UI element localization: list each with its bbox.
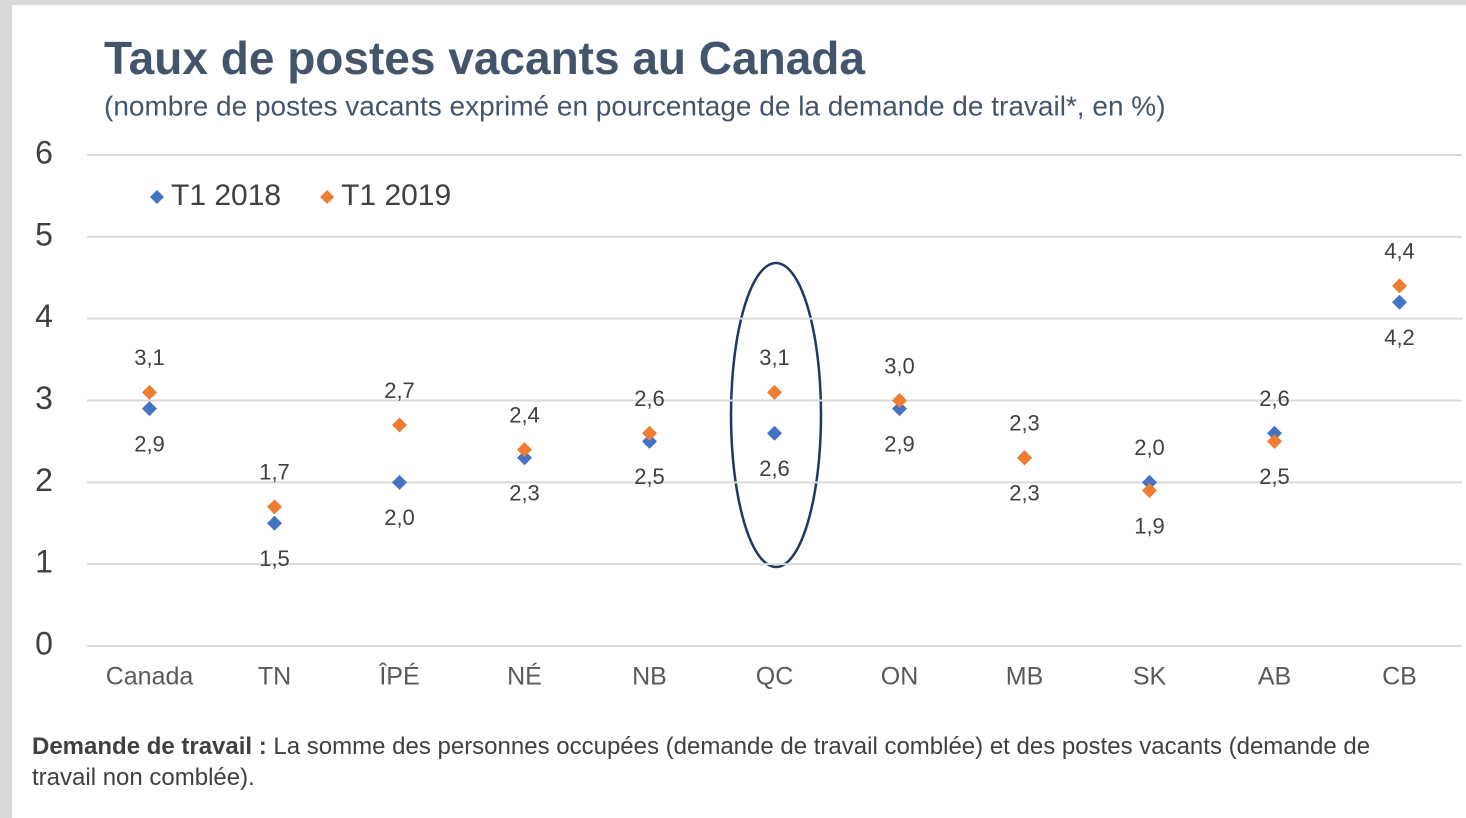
data-point xyxy=(517,442,532,458)
footnote: Demande de travail : La somme des person… xyxy=(32,731,1392,793)
y-tick-label: 0 xyxy=(35,625,53,661)
chart-title: Taux de postes vacants au Canada xyxy=(104,32,865,84)
x-tick-label: TN xyxy=(258,663,291,691)
data-point xyxy=(892,393,907,408)
data-label: 2,7 xyxy=(384,378,415,403)
chart-subtitle: (nombre de postes vacants exprimé en pou… xyxy=(104,90,1166,121)
data-label: 1,9 xyxy=(1134,513,1165,538)
y-tick-label: 2 xyxy=(35,462,53,498)
legend-label: T1 2018 xyxy=(171,179,281,212)
data-point xyxy=(1142,474,1157,490)
data-label: 2,9 xyxy=(134,431,165,456)
data-point xyxy=(642,425,657,441)
y-tick-label: 4 xyxy=(35,298,53,334)
data-point xyxy=(892,401,907,417)
data-label: 4,2 xyxy=(1384,325,1415,350)
data-point xyxy=(517,450,532,466)
data-point xyxy=(392,474,407,490)
data-label: 2,9 xyxy=(884,431,915,456)
data-point xyxy=(142,384,157,400)
data-point xyxy=(392,417,407,433)
data-label: 2,3 xyxy=(509,481,540,506)
legend-marker xyxy=(150,190,164,204)
data-point xyxy=(142,401,157,417)
data-point xyxy=(267,499,282,515)
data-label: 2,5 xyxy=(634,464,665,489)
data-point xyxy=(1017,450,1032,466)
data-point xyxy=(767,384,782,400)
data-label: 2,6 xyxy=(634,386,665,411)
data-label: 3,1 xyxy=(759,345,790,370)
data-point xyxy=(1392,294,1407,310)
legend-marker xyxy=(320,190,335,204)
data-label: 2,5 xyxy=(1259,464,1290,489)
footnote-term: Demande de travail : xyxy=(32,733,267,760)
footnote-text: La somme des personnes occupées (demande… xyxy=(32,733,1371,791)
legend-label: T1 2019 xyxy=(341,179,451,212)
x-tick-label: SK xyxy=(1133,663,1167,691)
x-tick-label: MB xyxy=(1006,663,1044,691)
x-tick-label: AB xyxy=(1258,663,1291,691)
y-tick-label: 5 xyxy=(35,216,53,252)
data-point xyxy=(267,515,282,531)
highlight-ellipse xyxy=(729,261,823,569)
y-tick-label: 1 xyxy=(35,544,53,580)
x-tick-label: CB xyxy=(1382,663,1417,691)
x-tick-label: Canada xyxy=(106,663,194,691)
data-label: 3,0 xyxy=(884,353,915,378)
data-label: 2,3 xyxy=(1009,411,1040,436)
data-point xyxy=(1392,278,1407,294)
data-label: 2,6 xyxy=(759,456,790,481)
data-label: 2,0 xyxy=(384,505,415,530)
data-point xyxy=(642,433,657,449)
x-tick-label: NB xyxy=(632,663,667,691)
x-tick-label: NÉ xyxy=(507,662,542,691)
data-label: 1,7 xyxy=(259,460,290,485)
data-point xyxy=(767,425,782,441)
data-label: 2,6 xyxy=(1259,386,1290,411)
data-point xyxy=(1267,425,1282,441)
y-tick-label: 6 xyxy=(35,134,53,170)
x-tick-label: ÎPÉ xyxy=(378,662,419,691)
data-point xyxy=(1142,483,1157,499)
data-label: 2,4 xyxy=(509,402,540,427)
data-label: 4,4 xyxy=(1384,239,1415,264)
data-label: 1,5 xyxy=(259,546,290,571)
x-tick-label: QC xyxy=(756,663,794,691)
data-point xyxy=(1267,433,1282,449)
data-label: 2,3 xyxy=(1009,481,1040,506)
data-label: 2,0 xyxy=(1134,435,1165,460)
x-tick-label: ON xyxy=(881,663,919,691)
y-tick-label: 3 xyxy=(35,380,53,416)
frame xyxy=(12,5,1466,818)
data-label: 3,1 xyxy=(134,345,165,370)
